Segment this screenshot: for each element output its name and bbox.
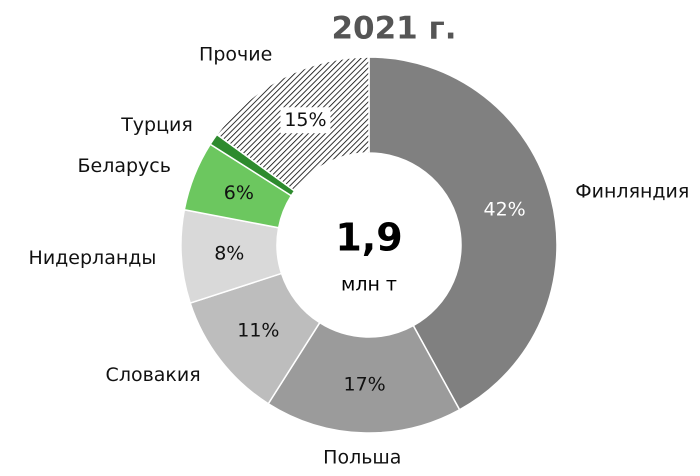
value-label: 11% <box>237 319 279 341</box>
category-label: Беларусь <box>77 155 170 177</box>
value-label: 8% <box>214 242 244 264</box>
slice <box>368 56 558 411</box>
chart-title: 2021 г. <box>331 11 456 47</box>
category-label: Прочие <box>199 44 272 66</box>
category-label: Нидерланды <box>29 247 157 269</box>
slice <box>267 321 461 434</box>
category-label: Польша <box>323 446 401 468</box>
value-label: 17% <box>343 373 385 395</box>
category-label: Словакия <box>106 364 201 386</box>
value-label: 15% <box>284 109 326 131</box>
center-unit: млн т <box>341 274 397 296</box>
category-label: Финляндия <box>575 181 689 203</box>
value-label: 42% <box>483 199 525 221</box>
category-label: Турция <box>120 114 193 136</box>
value-label: 6% <box>224 182 254 204</box>
center-value: 1,9 <box>335 216 402 260</box>
label-background <box>280 107 331 134</box>
